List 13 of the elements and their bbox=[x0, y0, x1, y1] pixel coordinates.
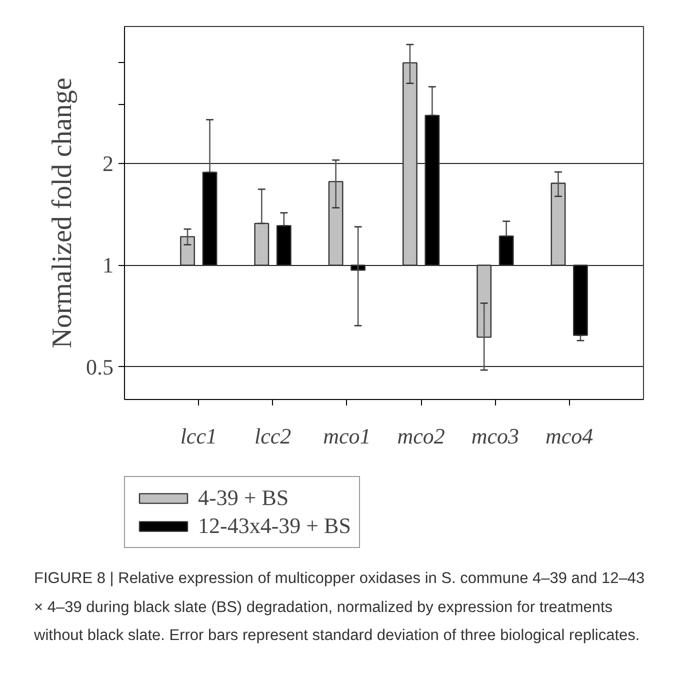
legend-label: 12-43x4-39 + BS bbox=[198, 513, 351, 539]
x-tick-label: lcc1 bbox=[180, 424, 217, 448]
x-tick-label: mco2 bbox=[397, 424, 445, 448]
x-tick-label: lcc2 bbox=[254, 424, 292, 448]
x-tick-label: mco1 bbox=[323, 424, 371, 448]
y-tick-label: 0.5 bbox=[86, 354, 114, 380]
y-axis-title: Normalized fold change bbox=[47, 78, 78, 348]
caption: FIGURE 8 | Relative expression of multicopper oxidases in S. commune 4–39 and 12–43 × 4–39 during black slate (BS) degradation, normalized by expression for treatments without black slate. Error bars represent standard deviation of three biological replicates. bbox=[34, 569, 646, 646]
y-tick-label: 2 bbox=[102, 151, 114, 176]
y-tick-label: 1 bbox=[102, 252, 114, 278]
legend-label: 4-39 + BS bbox=[198, 485, 289, 511]
x-tick-label: mco4 bbox=[546, 424, 594, 448]
x-tick-label: mco3 bbox=[471, 424, 520, 448]
